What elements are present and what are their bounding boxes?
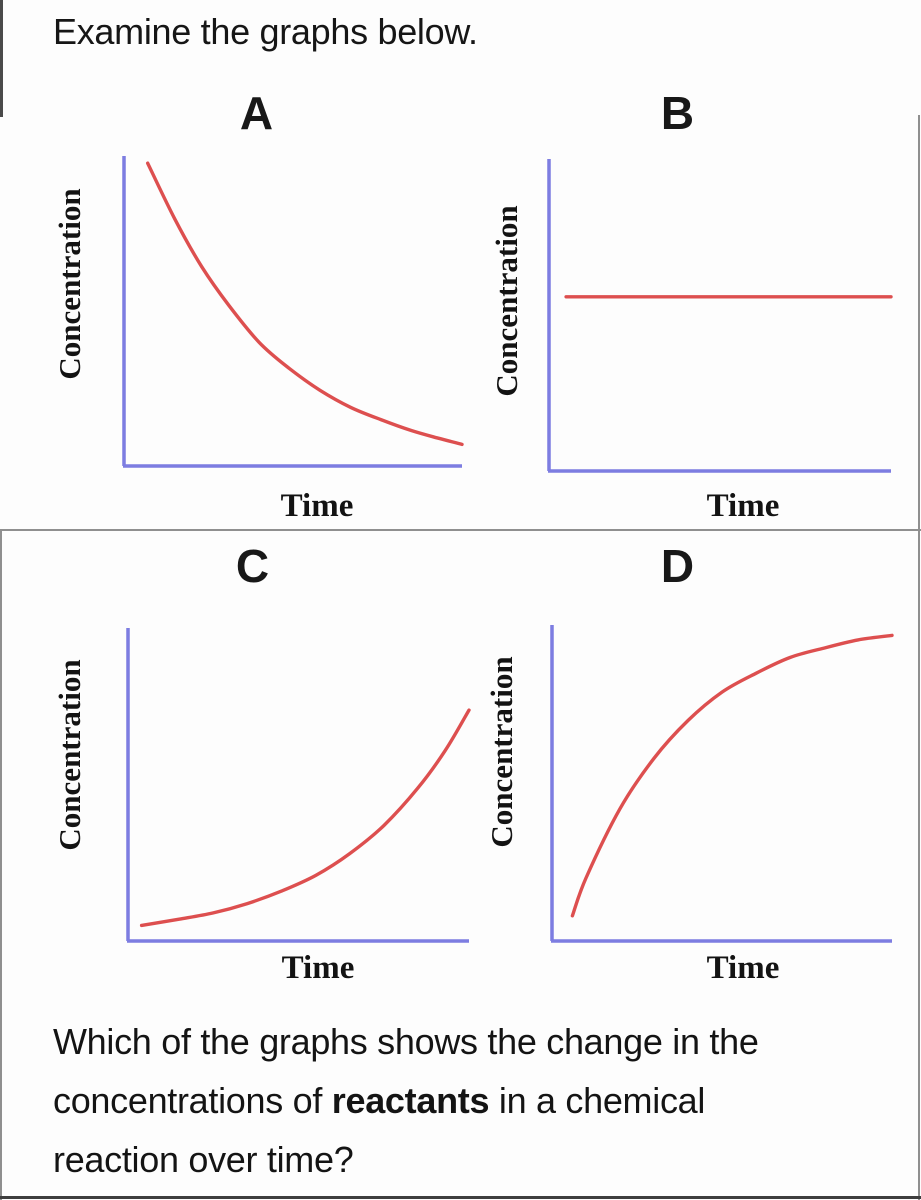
- graph-b-title: B: [660, 87, 694, 139]
- graph-d-plot: [550, 625, 894, 943]
- graph-c-x-axis-label: Time: [281, 950, 355, 986]
- graph-b-plot: [547, 159, 893, 473]
- data-curve-a: [146, 161, 464, 447]
- graph-b-y-axis-label: Concentration: [489, 205, 524, 397]
- graph-a-x-axis-label: Time: [280, 488, 354, 524]
- data-curve-c: [139, 708, 471, 928]
- graph-d-title: D: [660, 540, 694, 592]
- question-line-1: Which of the graphs shows the change in …: [53, 1021, 759, 1062]
- graph-d-y-axis-label: Concentration: [484, 656, 519, 848]
- graph-a-y-axis-label: Concentration: [52, 188, 87, 380]
- graph-b-x-axis-label: Time: [706, 488, 780, 524]
- graph-a-title: A: [239, 87, 273, 139]
- left-border-top-segment: [0, 0, 3, 117]
- section-divider: [0, 529, 921, 531]
- prompt-text: Examine the graphs below.: [53, 11, 478, 52]
- right-border: [918, 115, 920, 1200]
- graph-a-plot: [122, 156, 464, 468]
- question-line-3: reaction over time?: [53, 1139, 354, 1180]
- left-border-bottom-segment: [0, 529, 2, 1200]
- graph-c-y-axis-label: Concentration: [52, 659, 87, 851]
- graph-c-title: C: [235, 540, 269, 592]
- graph-d-x-axis-label: Time: [706, 950, 780, 986]
- question-line-2: concentrations of reactants in a chemica…: [53, 1080, 706, 1121]
- question-text: Which of the graphs shows the change in …: [53, 1012, 913, 1189]
- data-curve-d: [570, 633, 894, 918]
- bottom-border: [0, 1196, 921, 1199]
- graph-c-plot: [126, 628, 471, 943]
- question-keyword-reactants: reactants: [331, 1080, 490, 1121]
